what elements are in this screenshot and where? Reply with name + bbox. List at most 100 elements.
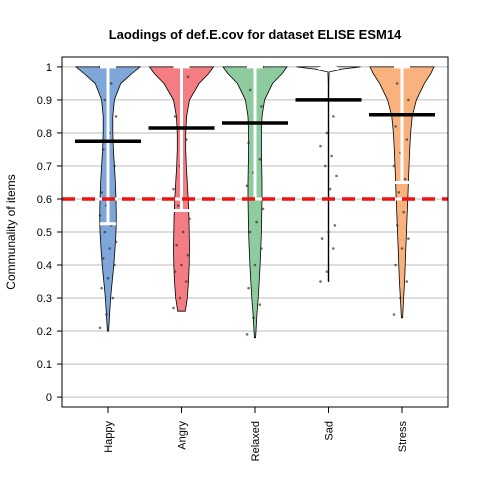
y-tick-label: 0.5 (37, 227, 52, 239)
data-point (109, 82, 113, 85)
y-tick-label: 0.8 (37, 128, 52, 140)
data-point (180, 263, 183, 267)
data-point (188, 217, 191, 221)
y-tick-label: 0.6 (37, 194, 52, 206)
data-point (98, 214, 102, 217)
data-point (100, 191, 103, 194)
data-point (181, 230, 185, 234)
violin-sad (295, 65, 362, 283)
data-point (248, 230, 252, 234)
data-point (397, 191, 401, 194)
data-point (255, 220, 258, 224)
data-point (399, 296, 402, 300)
data-point (258, 303, 262, 306)
y-axis: 0 0.1 0.2 0.3 0.4 0.5 0.6 0.7 0.8 0.9 1 (37, 62, 62, 404)
data-point (173, 270, 177, 273)
data-point (106, 276, 110, 280)
data-point (108, 247, 111, 250)
y-tick-label: 0.4 (37, 260, 52, 272)
x-tick-label: Happy (103, 421, 115, 453)
data-point (333, 224, 337, 227)
data-point (245, 184, 249, 188)
x-tick-label: Relaxed (250, 421, 262, 461)
data-point (247, 141, 250, 145)
violin-stress (369, 65, 435, 319)
data-point (407, 237, 410, 240)
data-point (111, 296, 115, 300)
data-point (186, 75, 190, 79)
x-tick-label: Stress (397, 421, 409, 453)
data-point (114, 115, 118, 118)
data-point (245, 333, 249, 336)
data-point (247, 286, 250, 290)
x-axis: Happy Angry Relaxed Sad Stress (103, 407, 409, 461)
data-point (101, 257, 105, 260)
data-point (248, 88, 252, 92)
data-point (403, 177, 407, 181)
data-point (405, 138, 409, 141)
data-point (332, 115, 335, 118)
data-point (392, 313, 396, 316)
x-tick-label: Angry (177, 421, 189, 450)
data-point (395, 82, 399, 85)
data-point (185, 280, 188, 283)
data-point (186, 253, 190, 257)
y-tick-label: 0.9 (37, 95, 52, 107)
data-point (177, 204, 180, 207)
data-point (103, 98, 107, 102)
data-point (101, 148, 105, 151)
violin-shape (296, 66, 361, 282)
data-point (392, 164, 396, 168)
data-point (172, 306, 175, 310)
data-point (185, 138, 188, 141)
data-point (402, 210, 405, 214)
data-point (405, 280, 409, 283)
data-point (327, 230, 330, 234)
data-point (394, 125, 397, 128)
y-tick-label: 1 (46, 62, 52, 74)
data-point (175, 243, 178, 247)
data-point (395, 224, 399, 227)
data-point (325, 131, 329, 135)
data-point (319, 144, 322, 148)
data-point (319, 280, 322, 283)
data-point (173, 115, 177, 118)
data-point (253, 263, 257, 267)
y-tick-label: 0 (46, 392, 52, 404)
data-point (98, 326, 102, 330)
violin-shape (369, 66, 435, 319)
y-tick-label: 0.2 (37, 326, 52, 338)
x-tick-label: Sad (324, 421, 336, 441)
y-tick-label: 0.3 (37, 293, 52, 305)
data-point (335, 174, 338, 178)
data-point (260, 105, 263, 108)
data-point (325, 270, 329, 273)
data-point (320, 237, 324, 240)
data-point (114, 240, 118, 244)
violin-angry (148, 65, 215, 312)
data-point (100, 286, 103, 290)
data-point (328, 187, 332, 191)
violin-relaxed (222, 65, 288, 339)
data-point (172, 187, 175, 191)
data-point (258, 158, 262, 161)
data-point (400, 247, 404, 250)
data-point (252, 316, 255, 320)
data-point (394, 263, 397, 267)
data-point (113, 263, 116, 267)
data-point (178, 296, 182, 300)
chart-title: Laodings of def.E.cov for dataset ELISE … (109, 27, 402, 42)
data-point (260, 247, 263, 250)
y-tick-label: 0.1 (37, 359, 52, 371)
data-point (332, 247, 335, 250)
data-point (324, 164, 327, 168)
violins (74, 65, 435, 339)
data-point (113, 164, 116, 168)
data-point (261, 207, 265, 211)
data-point (330, 154, 334, 158)
data-point (103, 230, 107, 234)
y-tick-label: 0.7 (37, 161, 52, 173)
data-point (407, 98, 410, 102)
data-point (105, 313, 108, 316)
